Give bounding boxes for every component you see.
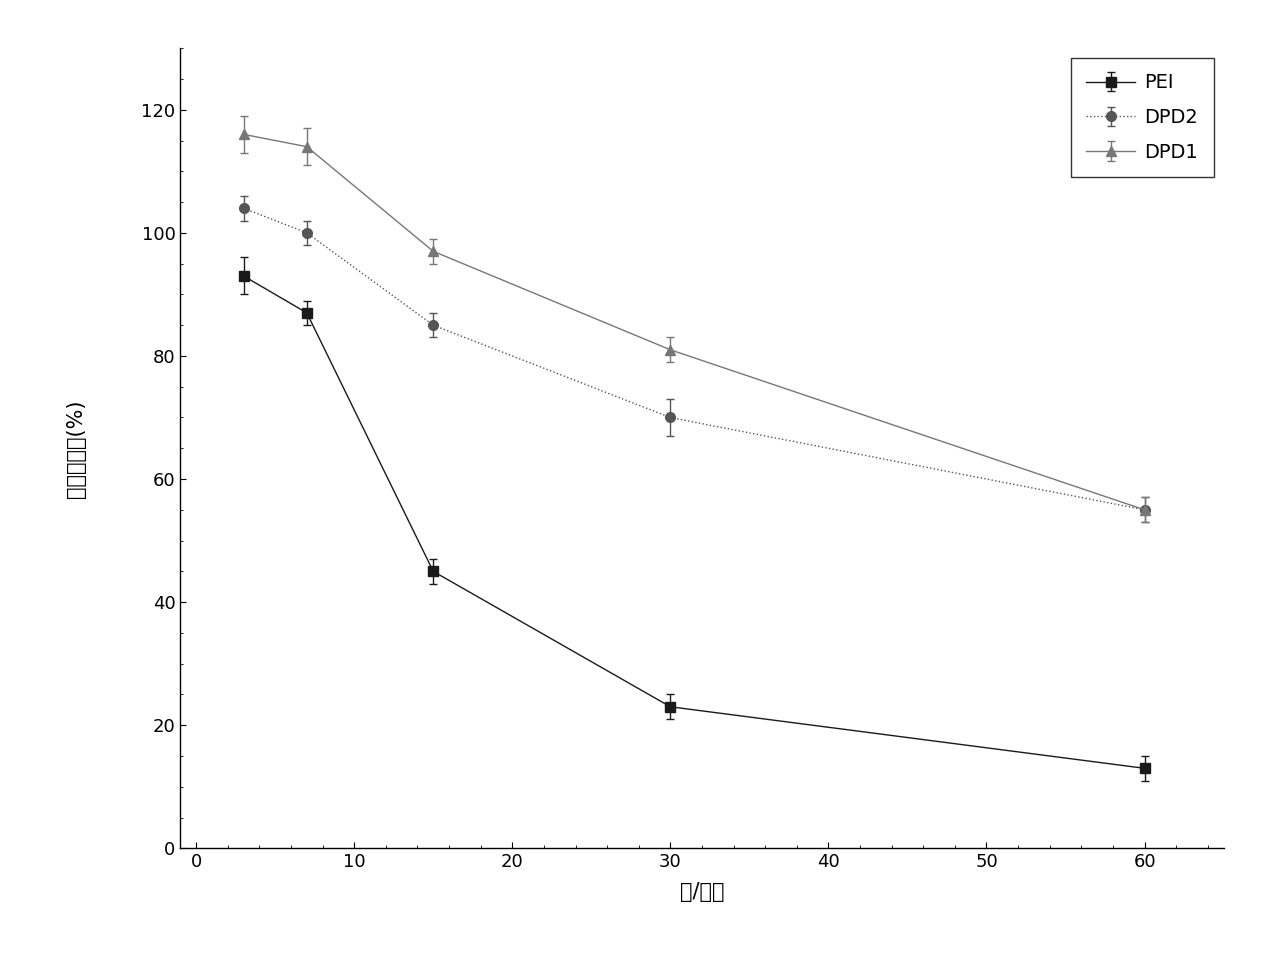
- X-axis label: 氮/磷比: 氮/磷比: [680, 882, 724, 902]
- Legend: PEI, DPD2, DPD1: PEI, DPD2, DPD1: [1070, 58, 1213, 177]
- Text: 细胞存活率(%): 细胞存活率(%): [66, 399, 86, 497]
